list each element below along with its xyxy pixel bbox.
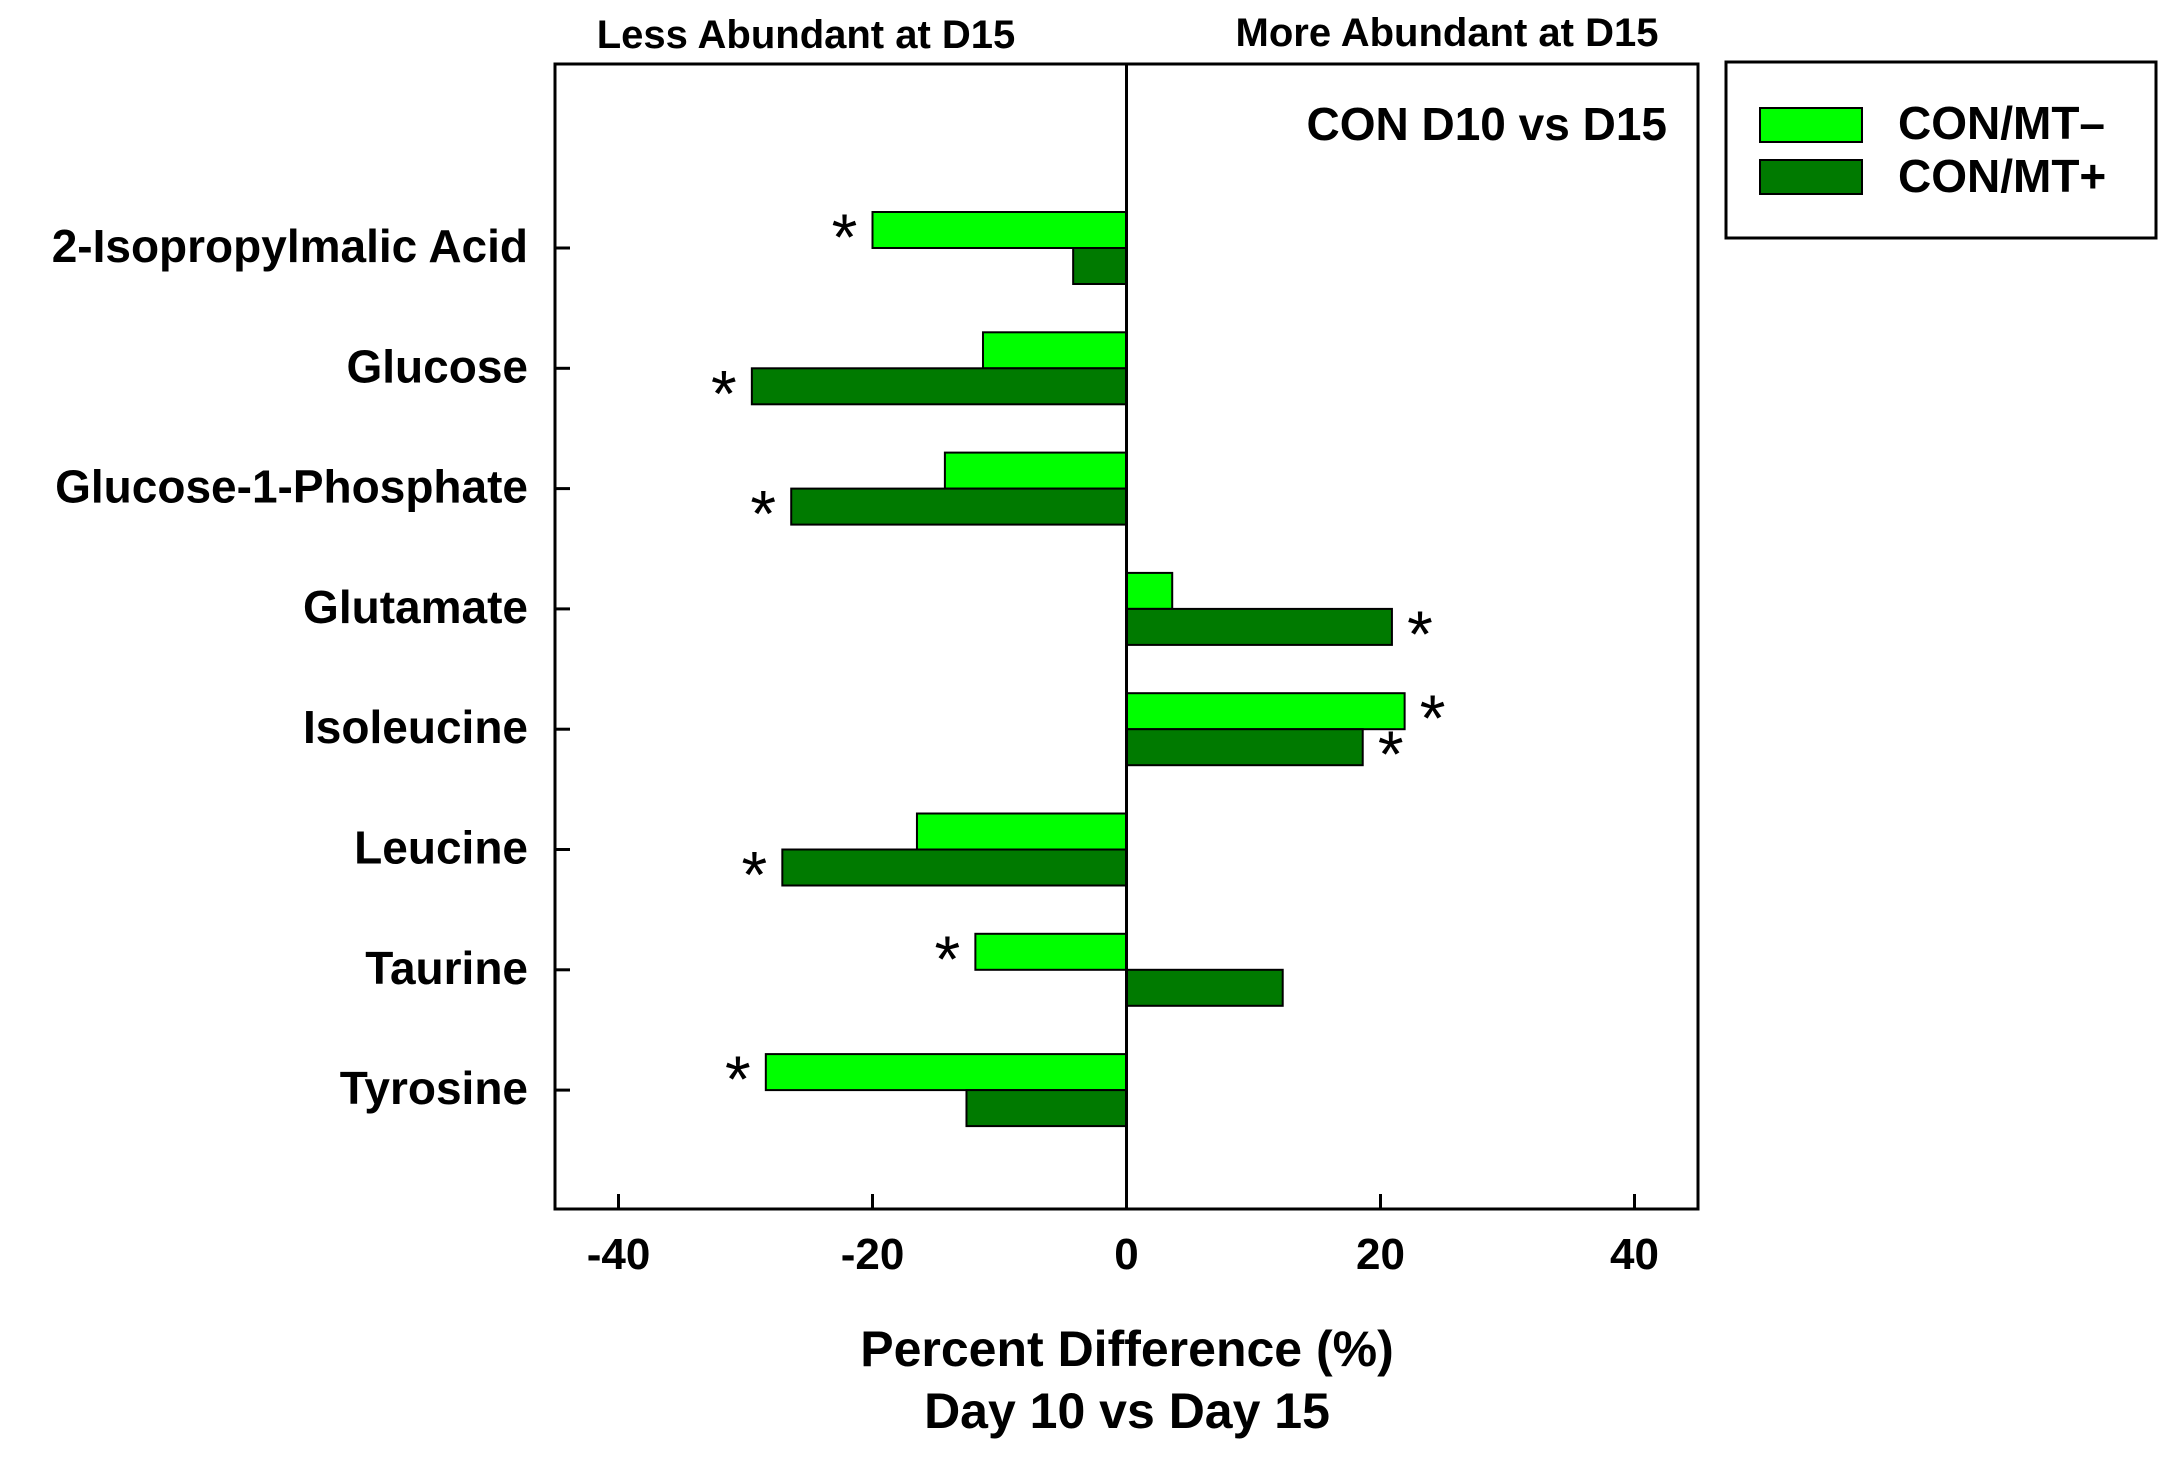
significance-star: * [1420, 681, 1446, 755]
bar-con-mt-plus-isoleucine [1125, 728, 1364, 767]
bar-con-mt-minus-glutamate [1125, 571, 1174, 610]
bar-con-mt-minus-tyrosine [764, 1053, 1128, 1092]
header-left: Less Abundant at D15 [597, 13, 1016, 57]
chart-title: CON D10 vs D15 [1307, 98, 1668, 150]
bar-con-mt-plus-2-isopropylmalic-acid [1072, 247, 1128, 285]
bar-con-mt-minus-leucine [915, 812, 1128, 851]
significance-star: * [741, 838, 767, 912]
bar-con-mt-minus-glucose [981, 331, 1128, 370]
legend-swatch-con-mt-minus [1759, 107, 1863, 143]
significance-star: * [935, 922, 961, 996]
header-right: More Abundant at D15 [1236, 11, 1659, 55]
significance-star: * [832, 200, 858, 274]
bars-layer [750, 211, 1406, 1128]
legend-frame [1724, 60, 2158, 240]
significance-layer: ********* [711, 200, 1445, 1116]
bar-con-mt-minus-isoleucine [1125, 692, 1406, 731]
significance-star: * [725, 1042, 751, 1116]
significance-star: * [1407, 597, 1433, 671]
legend-swatch-con-mt-plus [1759, 159, 1863, 195]
x-tick-label: -40 [587, 1230, 651, 1279]
bar-con-mt-plus-glutamate [1125, 607, 1393, 646]
x-tick-label: 0 [1114, 1230, 1138, 1279]
category-label-glucose-1-phosphate: Glucose-1-Phosphate [55, 461, 528, 513]
x-tick-label: 40 [1610, 1230, 1659, 1279]
x-tick-label: -20 [841, 1230, 905, 1279]
bar-con-mt-minus-glucose-1-phosphate [943, 451, 1128, 490]
x-axis-label-line2: Day 10 vs Day 15 [924, 1383, 1330, 1439]
category-label-leucine: Leucine [354, 822, 528, 874]
x-tick-label: 20 [1356, 1230, 1405, 1279]
category-label-taurine: Taurine [365, 942, 528, 994]
significance-star: * [1378, 717, 1404, 791]
bar-con-mt-plus-taurine [1125, 968, 1284, 1007]
category-label-glutamate: Glutamate [303, 581, 528, 633]
legend-label-con-mt-plus: CON/MT+ [1898, 150, 2106, 202]
ticks-layer: 2-Isopropylmalic Acid Glucose Glucose-1-Ph… [52, 220, 1659, 1279]
bar-con-mt-plus-leucine [781, 848, 1128, 887]
bar-con-mt-plus-glucose [750, 367, 1128, 406]
category-label-2-isopropylmalic-acid: 2-Isopropylmalic Acid [52, 220, 528, 272]
legend: CON/MT– CON/MT+ [1724, 60, 2158, 240]
category-label-isoleucine: Isoleucine [303, 701, 528, 753]
bar-con-mt-plus-tyrosine [965, 1089, 1128, 1128]
bar-con-mt-minus-taurine [974, 932, 1128, 971]
legend-label-con-mt-minus: CON/MT– [1898, 97, 2105, 149]
significance-star: * [711, 356, 737, 430]
significance-star: * [750, 477, 776, 551]
bar-con-mt-minus-2-isopropylmalic-acid [871, 211, 1128, 249]
bar-con-mt-plus-glucose-1-phosphate [790, 487, 1128, 526]
x-axis-label-line1: Percent Difference (%) [860, 1321, 1394, 1377]
category-label-tyrosine: Tyrosine [340, 1062, 528, 1114]
category-label-glucose: Glucose [346, 340, 528, 392]
